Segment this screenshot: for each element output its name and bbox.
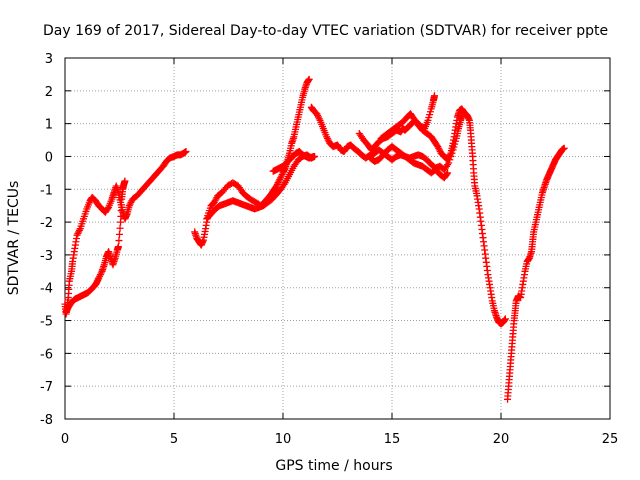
x-tick-label: 0 — [61, 432, 69, 447]
data-point — [501, 315, 509, 323]
data-point — [121, 177, 129, 185]
x-tick-label: 10 — [275, 432, 292, 447]
data-point — [310, 152, 318, 160]
data-point — [315, 115, 323, 123]
data-point — [116, 224, 124, 232]
data-point — [314, 113, 322, 121]
data-point — [74, 230, 82, 238]
data-point — [280, 180, 288, 188]
data-point — [324, 136, 332, 144]
data-point — [211, 197, 219, 205]
data-point — [431, 92, 439, 100]
x-axis-title: GPS time / hours — [275, 458, 392, 474]
data-point — [444, 156, 452, 164]
y-tick-label: -2 — [40, 216, 53, 231]
data-point — [114, 243, 122, 251]
y-tick-label: -1 — [40, 183, 53, 198]
data-point — [115, 237, 123, 245]
data-point — [305, 75, 313, 83]
data-point — [274, 179, 282, 187]
y-axis: -8 -7 -6 -5 -4 -3 -2 -1 0 1 2 3 — [40, 52, 610, 428]
data-point — [443, 170, 451, 178]
y-tick-label: -8 — [40, 413, 53, 428]
data-point — [435, 144, 443, 152]
data-point — [314, 111, 322, 119]
data-point — [96, 272, 104, 280]
data-point — [182, 148, 190, 156]
data-point — [97, 269, 105, 277]
data-point — [126, 200, 134, 208]
data-point — [435, 146, 443, 154]
data-point — [444, 154, 452, 162]
data-series — [61, 75, 568, 403]
data-point — [276, 175, 284, 183]
x-axis: 0 5 10 15 20 25 — [61, 58, 618, 447]
data-point — [73, 231, 81, 239]
data-point — [212, 195, 220, 203]
data-point — [210, 198, 218, 206]
y-tick-label: 2 — [45, 85, 53, 100]
data-point — [95, 274, 103, 282]
y-tick-label: -4 — [40, 282, 53, 297]
y-tick-label: -3 — [40, 249, 53, 264]
data-point — [446, 151, 454, 159]
data-point — [445, 152, 453, 160]
data-point — [273, 180, 281, 188]
data-point — [116, 230, 123, 238]
y-axis-title: SDTVAR / TECUs — [6, 181, 22, 296]
data-point — [75, 226, 83, 234]
x-tick-label: 20 — [493, 432, 510, 447]
data-point — [272, 182, 280, 190]
x-tick-label: 5 — [170, 432, 178, 447]
y-tick-label: 1 — [45, 118, 53, 133]
data-point — [323, 133, 331, 141]
data-point — [125, 202, 133, 210]
y-tick-label: -7 — [40, 380, 53, 395]
plot-border — [64, 57, 611, 420]
y-tick-label: 0 — [45, 150, 53, 165]
data-point — [560, 144, 568, 152]
data-point — [75, 228, 83, 236]
y-tick-label: -5 — [40, 315, 53, 330]
data-point — [277, 174, 285, 182]
chart-title: Day 169 of 2017, Sidereal Day-to-day VTE… — [43, 23, 608, 39]
data-point — [275, 177, 283, 185]
data-point — [104, 205, 112, 213]
grid — [65, 58, 610, 419]
data-point — [313, 110, 321, 118]
y-tick-label: -6 — [40, 347, 53, 362]
data-point — [277, 172, 285, 180]
data-point — [127, 198, 135, 206]
data-point — [444, 169, 452, 177]
x-tick-label: 15 — [384, 432, 401, 447]
data-point — [323, 134, 331, 142]
data-point — [96, 271, 104, 279]
data-point — [434, 143, 442, 151]
x-tick-label: 25 — [602, 432, 619, 447]
y-tick-label: 3 — [45, 52, 53, 67]
